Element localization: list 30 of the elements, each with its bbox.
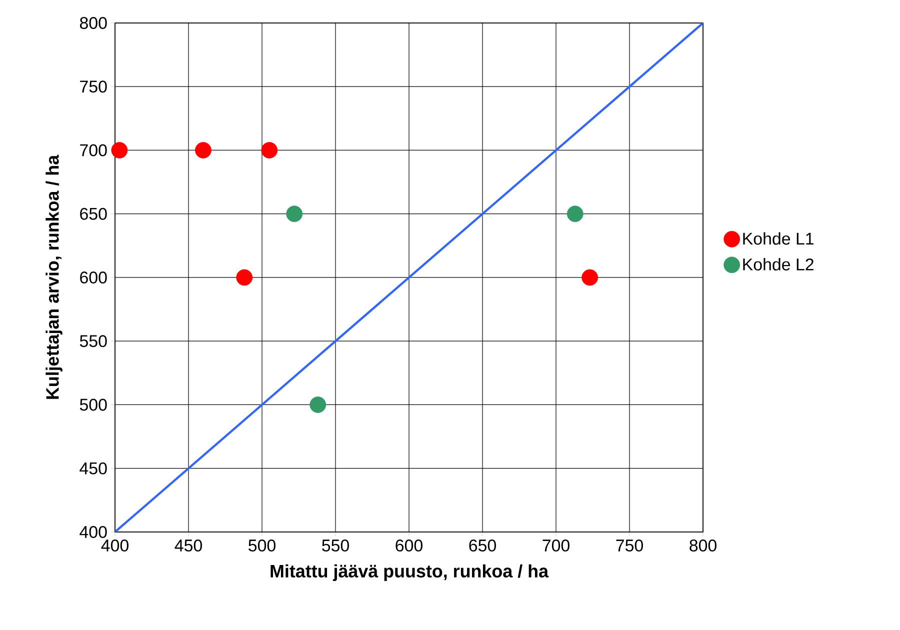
y-tick-label: 400 xyxy=(80,526,107,538)
x-tick-label: 600 xyxy=(396,540,422,552)
point xyxy=(111,142,128,158)
point xyxy=(236,269,253,286)
x-tick-label: 450 xyxy=(174,540,202,552)
y-tick-label: 550 xyxy=(80,335,107,348)
x-tick-label: 800 xyxy=(690,540,716,552)
point xyxy=(310,396,326,413)
y-axis-title: Kuljettajan arvio, runkoa / ha xyxy=(46,154,62,399)
y-tick-label: 450 xyxy=(80,462,107,474)
y-tick-label: 600 xyxy=(80,271,107,284)
x-tick-label: 750 xyxy=(616,540,643,552)
legend-label: Kohde L1 xyxy=(743,232,814,245)
legend-label: Kohde L2 xyxy=(743,258,814,270)
x-tick-label: 500 xyxy=(248,540,276,552)
point xyxy=(195,142,212,158)
point xyxy=(286,206,303,222)
y-tick-label: 700 xyxy=(80,144,107,156)
y-tick-label: 800 xyxy=(80,16,107,29)
point xyxy=(261,142,278,158)
y-tick-label: 500 xyxy=(80,398,107,411)
x-tick-label: 400 xyxy=(101,540,128,552)
x-tick-label: 700 xyxy=(542,540,570,552)
point xyxy=(582,269,598,286)
x-tick-label: 650 xyxy=(469,540,496,552)
x-tick-label: 550 xyxy=(322,540,349,552)
y-tick-label: 650 xyxy=(80,208,107,220)
y-tick-label: 750 xyxy=(80,80,107,93)
point xyxy=(566,206,584,222)
x-axis-title: Mitattu jäävä puusto, runkoa / ha xyxy=(270,564,549,582)
